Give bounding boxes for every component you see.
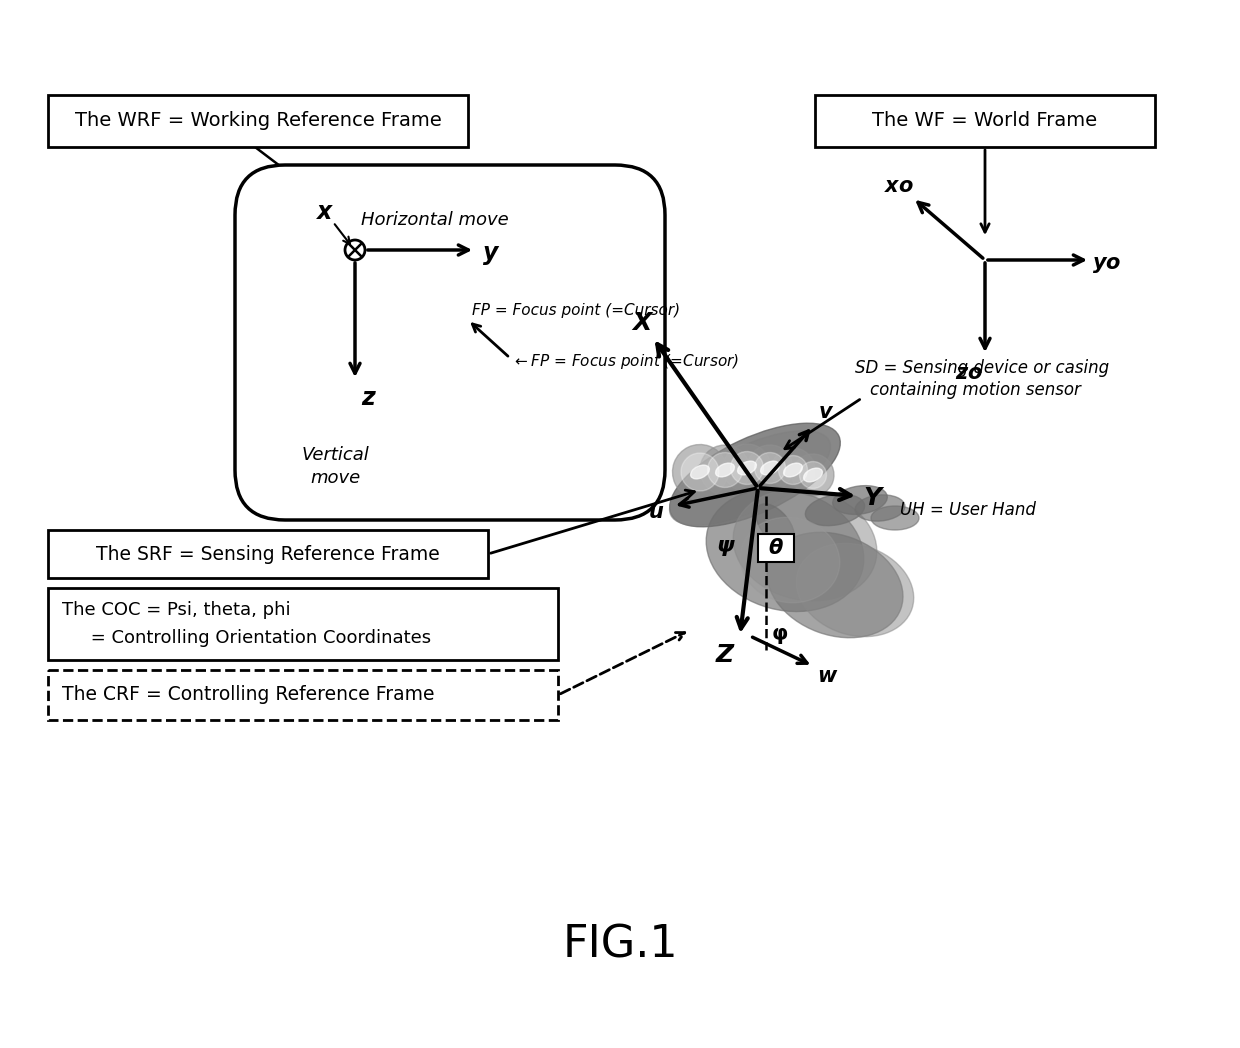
Ellipse shape (805, 495, 864, 526)
Text: Vertical: Vertical (301, 446, 368, 464)
Ellipse shape (733, 489, 877, 601)
Ellipse shape (779, 456, 807, 484)
Text: FP = Focus point (=Cursor): FP = Focus point (=Cursor) (472, 303, 680, 318)
Ellipse shape (701, 445, 750, 495)
Ellipse shape (784, 463, 802, 477)
Text: $\boldsymbol{Y}$: $\boldsymbol{Y}$ (863, 486, 885, 510)
Ellipse shape (740, 518, 839, 603)
Text: $\boldsymbol{Z}$: $\boldsymbol{Z}$ (715, 643, 737, 667)
Ellipse shape (796, 543, 914, 636)
FancyBboxPatch shape (815, 95, 1154, 147)
Ellipse shape (792, 454, 835, 496)
Ellipse shape (730, 452, 764, 484)
Text: $\boldsymbol{y}$: $\boldsymbol{y}$ (482, 243, 500, 267)
Text: The SRF = Sensing Reference Frame: The SRF = Sensing Reference Frame (97, 545, 440, 564)
Text: = Controlling Orientation Coordinates: = Controlling Orientation Coordinates (62, 629, 432, 647)
FancyBboxPatch shape (48, 588, 558, 660)
Text: SD = Sensing device or casing: SD = Sensing device or casing (856, 359, 1109, 377)
Ellipse shape (768, 532, 903, 638)
Ellipse shape (707, 488, 864, 612)
FancyBboxPatch shape (236, 165, 665, 520)
Ellipse shape (715, 463, 734, 477)
Text: FIG.1: FIG.1 (562, 923, 678, 966)
Ellipse shape (708, 453, 743, 487)
Ellipse shape (800, 461, 827, 488)
Ellipse shape (670, 423, 841, 527)
FancyBboxPatch shape (48, 670, 558, 720)
Ellipse shape (738, 461, 756, 475)
Text: $\boldsymbol{v}$: $\boldsymbol{v}$ (818, 402, 835, 422)
Ellipse shape (723, 444, 771, 492)
Ellipse shape (771, 447, 815, 492)
Text: The COC = Psi, theta, phi: The COC = Psi, theta, phi (62, 601, 290, 619)
Text: $\boldsymbol{\psi}$: $\boldsymbol{\psi}$ (717, 538, 735, 558)
Ellipse shape (681, 453, 719, 492)
Text: $\leftarrow$FP = Focus point (=Cursor): $\leftarrow$FP = Focus point (=Cursor) (512, 352, 739, 371)
Text: containing motion sensor: containing motion sensor (870, 381, 1081, 399)
Ellipse shape (870, 506, 919, 530)
Ellipse shape (760, 461, 780, 475)
Ellipse shape (691, 465, 709, 479)
Text: $\boldsymbol{X}$: $\boldsymbol{X}$ (631, 311, 655, 335)
Text: $\boldsymbol{\varphi}$: $\boldsymbol{\varphi}$ (771, 626, 789, 646)
FancyBboxPatch shape (48, 95, 467, 147)
Text: $\boldsymbol{x}$: $\boldsymbol{x}$ (316, 200, 335, 224)
Ellipse shape (672, 444, 728, 500)
Text: The CRF = Controlling Reference Frame: The CRF = Controlling Reference Frame (62, 685, 434, 704)
Text: $\boldsymbol{z}$: $\boldsymbol{z}$ (361, 386, 377, 410)
Ellipse shape (670, 431, 831, 525)
Ellipse shape (755, 504, 795, 546)
Text: $\boldsymbol{zo}$: $\boldsymbol{zo}$ (955, 363, 983, 383)
Ellipse shape (746, 445, 794, 492)
FancyBboxPatch shape (758, 534, 794, 562)
FancyBboxPatch shape (48, 530, 489, 578)
Ellipse shape (804, 468, 822, 482)
Text: $\boldsymbol{yo}$: $\boldsymbol{yo}$ (1092, 255, 1122, 275)
Ellipse shape (833, 485, 888, 515)
Text: move: move (310, 470, 360, 487)
Ellipse shape (856, 495, 905, 521)
Text: UH = User Hand: UH = User Hand (900, 501, 1035, 519)
Text: The WRF = Working Reference Frame: The WRF = Working Reference Frame (74, 111, 441, 131)
Text: $\boldsymbol{u}$: $\boldsymbol{u}$ (647, 502, 665, 522)
Text: Horizontal move: Horizontal move (361, 211, 508, 230)
Ellipse shape (754, 453, 785, 483)
Text: $\boldsymbol{w}$: $\boldsymbol{w}$ (817, 665, 838, 686)
Text: The WF = World Frame: The WF = World Frame (873, 111, 1097, 131)
Text: $\boldsymbol{xo}$: $\boldsymbol{xo}$ (884, 176, 914, 196)
Text: $\boldsymbol{\theta}$: $\boldsymbol{\theta}$ (768, 538, 784, 558)
